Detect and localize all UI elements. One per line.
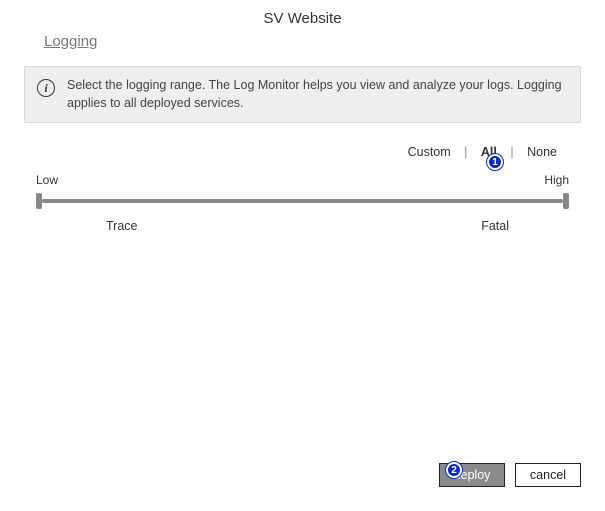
slider-label-trace: Trace [106,219,138,233]
callout-marker-1: 1 [487,154,503,170]
slider-handle-left[interactable] [36,193,42,209]
separator: | [504,145,519,159]
slider-handle-right[interactable] [563,193,569,209]
logging-link[interactable]: Logging [44,33,97,50]
info-icon: i [37,79,55,97]
slider-track-row[interactable] [36,193,569,209]
slider-label-low: Low [36,173,58,187]
range-option-custom[interactable]: Custom [404,145,455,159]
range-option-none[interactable]: None [523,145,561,159]
info-banner: i Select the logging range. The Log Moni… [24,66,581,123]
logging-range-slider: Low High Trace Fatal [36,173,569,233]
page-title: SV Website [0,0,605,33]
range-option-group: Custom | All | None [0,145,561,159]
slider-label-fatal: Fatal [481,219,509,233]
callout-marker-2: 2 [446,462,462,478]
info-text: Select the logging range. The Log Monito… [67,77,568,112]
slider-bottom-labels: Trace Fatal [36,219,569,233]
slider-label-high: High [544,173,569,187]
slider-track [42,199,563,203]
cancel-button[interactable]: cancel [515,463,581,487]
separator: | [458,145,473,159]
slider-top-labels: Low High [36,173,569,187]
